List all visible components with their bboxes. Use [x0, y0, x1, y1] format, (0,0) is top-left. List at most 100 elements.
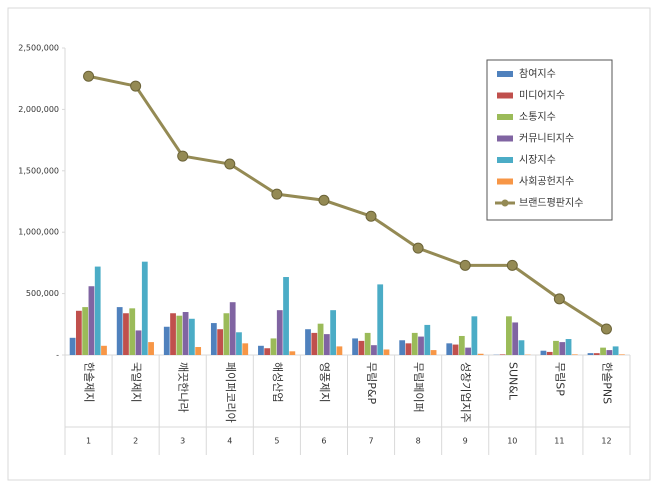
x-tick-label: SUN&L [506, 362, 519, 401]
legend-swatch [502, 200, 509, 207]
bar [70, 338, 76, 355]
bar [547, 352, 553, 355]
bar [358, 341, 364, 355]
rank-label: 12 [601, 437, 611, 446]
bar [242, 343, 248, 355]
bar [399, 340, 405, 355]
x-tick-label: 해성산업 [271, 362, 285, 402]
x-tick-label: 한솔제지 [83, 362, 96, 402]
bar [82, 307, 88, 355]
legend-label: 커뮤니티지수 [519, 133, 574, 145]
line-marker [84, 71, 94, 81]
legend-swatch [497, 114, 513, 120]
rank-label: 5 [274, 437, 279, 446]
line-marker [554, 294, 564, 304]
bar [189, 319, 195, 355]
bar [337, 346, 343, 355]
bar [170, 313, 176, 355]
y-tick-label: 2,000,000 [18, 105, 59, 114]
bar [305, 329, 311, 355]
line-marker [131, 81, 141, 91]
x-tick-label: 깨끗한나라 [177, 362, 190, 413]
legend-label: 미디어지수 [519, 90, 565, 102]
bar [236, 332, 242, 355]
rank-label: 4 [227, 437, 232, 446]
bar [224, 313, 230, 355]
bar [271, 338, 277, 355]
x-tick-label: 무림페이퍼 [412, 362, 425, 413]
bar [566, 339, 572, 355]
bar [123, 313, 129, 355]
bar [500, 354, 506, 355]
bar [613, 346, 619, 355]
rank-label: 3 [180, 437, 185, 446]
x-tick-label: 무림P&P [365, 362, 378, 404]
x-tick-label: 국일제지 [130, 362, 144, 402]
bar [453, 345, 459, 355]
bar [512, 322, 518, 355]
y-tick-label: - [56, 351, 59, 360]
bar [541, 351, 547, 355]
rank-label: 8 [416, 437, 421, 446]
legend-swatch [497, 93, 513, 99]
bar [471, 316, 477, 355]
bar [559, 342, 565, 355]
bar [465, 348, 471, 355]
bar [136, 330, 142, 355]
y-tick-label: 2,500,000 [18, 44, 59, 53]
line-marker [366, 211, 376, 221]
bar [365, 333, 371, 355]
bar [324, 334, 330, 355]
bar [217, 329, 223, 355]
bar [418, 337, 424, 355]
x-tick-label: 한솔PNS [600, 362, 613, 404]
bar [406, 343, 412, 355]
bar [148, 342, 154, 355]
bar [211, 323, 217, 355]
bar [183, 312, 189, 355]
rank-label: 11 [554, 437, 564, 446]
bar [600, 348, 606, 355]
legend-swatch [497, 71, 513, 77]
legend-label: 소통지수 [519, 111, 556, 123]
line-marker [413, 243, 423, 253]
bar [318, 324, 324, 355]
line-marker [319, 195, 329, 205]
bar [371, 345, 377, 355]
x-tick-label: 성창기업지주 [459, 362, 472, 423]
bar [431, 350, 437, 355]
legend-swatch [497, 136, 513, 142]
bar [230, 302, 236, 355]
bar [176, 316, 182, 355]
bar [594, 353, 600, 355]
bar [195, 347, 201, 355]
bar [95, 267, 101, 355]
legend-label: 브랜드평판지수 [519, 197, 583, 209]
bar [101, 346, 107, 355]
y-tick-label: 500,000 [26, 289, 59, 298]
bar [117, 307, 123, 355]
x-tick-label: 무림SP [553, 362, 566, 396]
bar [553, 341, 559, 355]
rank-label: 7 [368, 437, 373, 446]
x-tick-label: 페이퍼코리아 [224, 362, 237, 423]
y-tick-label: 1,500,000 [18, 166, 59, 175]
bar [588, 353, 594, 355]
line-marker [507, 260, 517, 270]
bar [89, 286, 95, 355]
rank-label: 1 [86, 437, 91, 446]
x-tick-label: 영풍제지 [318, 362, 331, 402]
line-marker [272, 189, 282, 199]
rank-label: 2 [133, 437, 138, 446]
bar [277, 310, 283, 355]
bar [606, 350, 612, 355]
legend-label: 시장지수 [519, 154, 556, 166]
rank-label: 6 [321, 437, 326, 446]
bar [352, 338, 358, 355]
bar [129, 308, 135, 355]
line-marker [178, 151, 188, 161]
bar [424, 325, 430, 355]
bar [289, 351, 295, 355]
legend-swatch [497, 179, 513, 185]
